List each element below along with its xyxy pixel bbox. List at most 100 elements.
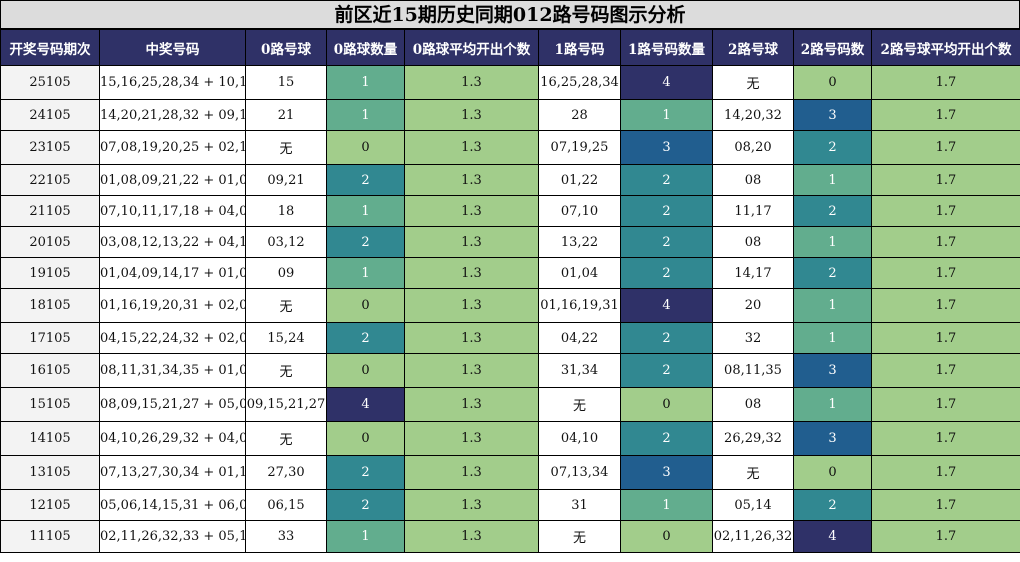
route0-count-cell: 2 (326, 489, 405, 521)
route1-balls-cell: 04,10 (538, 421, 621, 456)
route2-count-cell: 1 (793, 322, 872, 354)
route0-avg-cell: 1.3 (404, 455, 539, 490)
winning-numbers-cell: 01,16,19,20,31 + 02,07 (99, 288, 246, 323)
route0-count-cell: 0 (326, 353, 405, 388)
route2-count-cell: 2 (793, 130, 872, 165)
winning-numbers-cell: 08,11,31,34,35 + 01,02 (99, 353, 246, 388)
route1-balls-cell: 01,22 (538, 164, 621, 196)
route2-balls-cell: 08 (712, 387, 794, 422)
route2-count-cell: 2 (793, 489, 872, 521)
route1-count-cell: 0 (620, 520, 713, 553)
route0-balls-cell: 无 (245, 353, 327, 388)
route2-count-cell: 1 (793, 164, 872, 196)
route0-balls-cell: 27,30 (245, 455, 327, 490)
route2-count-cell: 3 (793, 99, 872, 131)
route1-balls-cell: 无 (538, 387, 621, 422)
route0-count-cell: 4 (326, 387, 405, 422)
route2-balls-cell: 14,17 (712, 257, 794, 289)
period-cell: 17105 (0, 322, 100, 354)
route0-avg-cell: 1.3 (404, 489, 539, 521)
header-period: 开奖号码期次 (0, 29, 100, 66)
route0-balls-cell: 09,15,21,27 (245, 387, 327, 422)
route1-balls-cell: 04,22 (538, 322, 621, 354)
route1-count-cell: 2 (620, 195, 713, 227)
table-row: 23105 07,08,19,20,25 + 02,11 无 0 1.3 07,19,25… (0, 130, 1020, 165)
period-cell: 13105 (0, 455, 100, 490)
winning-numbers-cell: 04,15,22,24,32 + 02,09 (99, 322, 246, 354)
table-body: 25105 15,16,25,28,34 + 10,12 15 1 1.3 16,25,2… (0, 65, 1020, 553)
route1-count-cell: 1 (620, 99, 713, 131)
route1-count-cell: 2 (620, 257, 713, 289)
route2-avg-cell: 1.7 (871, 353, 1020, 388)
route1-count-cell: 4 (620, 65, 713, 100)
table-row: 21105 07,10,11,17,18 + 04,09 18 1 1.3 07,10 2 1… (0, 195, 1020, 227)
route0-avg-cell: 1.3 (404, 164, 539, 196)
route0-count-cell: 2 (326, 322, 405, 354)
table-row: 12105 05,06,14,15,31 + 06,08 06,15 2 1.3 31 1 0… (0, 489, 1020, 521)
route0-balls-cell: 18 (245, 195, 327, 227)
route2-count-cell: 3 (793, 421, 872, 456)
route0-count-cell: 2 (326, 164, 405, 196)
route2-avg-cell: 1.7 (871, 164, 1020, 196)
winning-numbers-cell: 07,10,11,17,18 + 04,09 (99, 195, 246, 227)
route1-count-cell: 2 (620, 226, 713, 258)
route0-avg-cell: 1.3 (404, 99, 539, 131)
route0-avg-cell: 1.3 (404, 520, 539, 553)
header-winning-numbers: 中奖号码 (99, 29, 246, 66)
route0-avg-cell: 1.3 (404, 257, 539, 289)
route1-count-cell: 2 (620, 164, 713, 196)
route2-avg-cell: 1.7 (871, 387, 1020, 422)
route2-balls-cell: 08,11,35 (712, 353, 794, 388)
route0-count-cell: 1 (326, 520, 405, 553)
route2-avg-cell: 1.7 (871, 288, 1020, 323)
winning-numbers-cell: 15,16,25,28,34 + 10,12 (99, 65, 246, 100)
route2-avg-cell: 1.7 (871, 322, 1020, 354)
route2-balls-cell: 05,14 (712, 489, 794, 521)
route2-balls-cell: 14,20,32 (712, 99, 794, 131)
route0-count-cell: 2 (326, 455, 405, 490)
route0-count-cell: 1 (326, 65, 405, 100)
route0-balls-cell: 无 (245, 421, 327, 456)
route1-count-cell: 1 (620, 489, 713, 521)
table-row: 20105 03,08,12,13,22 + 04,12 03,12 2 1.3 13,2… (0, 226, 1020, 258)
route1-count-cell: 3 (620, 455, 713, 490)
winning-numbers-cell: 08,09,15,21,27 + 05,09 (99, 387, 246, 422)
table-row: 11105 02,11,26,32,33 + 05,12 33 1 1.3 无 0 02,11… (0, 520, 1020, 553)
table-row: 15105 08,09,15,21,27 + 05,09 09,15,21,27 4 1… (0, 387, 1020, 422)
period-cell: 18105 (0, 288, 100, 323)
period-cell: 14105 (0, 421, 100, 456)
route2-avg-cell: 1.7 (871, 421, 1020, 456)
route2-count-cell: 2 (793, 195, 872, 227)
route0-balls-cell: 15 (245, 65, 327, 100)
winning-numbers-cell: 07,13,27,30,34 + 01,12 (99, 455, 246, 490)
header-route0-count: 0路球数量 (326, 29, 405, 66)
winning-numbers-cell: 01,04,09,14,17 + 01,06 (99, 257, 246, 289)
table-row: 16105 08,11,31,34,35 + 01,02 无 0 1.3 31,34 2 08… (0, 353, 1020, 388)
route0-count-cell: 0 (326, 130, 405, 165)
route2-count-cell: 0 (793, 455, 872, 490)
route1-balls-cell: 07,13,34 (538, 455, 621, 490)
route0-avg-cell: 1.3 (404, 288, 539, 323)
route2-balls-cell: 20 (712, 288, 794, 323)
route0-avg-cell: 1.3 (404, 130, 539, 165)
table-row: 17105 04,15,22,24,32 + 02,09 15,24 2 1.3 04,2… (0, 322, 1020, 354)
header-row: 开奖号码期次 中奖号码 0路号球 0路球数量 0路球平均开出个数 1路号码 1路… (0, 29, 1020, 66)
winning-numbers-cell: 04,10,26,29,32 + 04,08 (99, 421, 246, 456)
route2-balls-cell: 08 (712, 164, 794, 196)
route0-count-cell: 2 (326, 226, 405, 258)
route1-balls-cell: 31,34 (538, 353, 621, 388)
route-analysis-table: 开奖号码期次 中奖号码 0路号球 0路球数量 0路球平均开出个数 1路号码 1路… (0, 29, 1020, 553)
route2-count-cell: 3 (793, 353, 872, 388)
period-cell: 12105 (0, 489, 100, 521)
table-row: 18105 01,16,19,20,31 + 02,07 无 0 1.3 01,16,19… (0, 288, 1020, 323)
route1-count-cell: 2 (620, 322, 713, 354)
winning-numbers-cell: 02,11,26,32,33 + 05,12 (99, 520, 246, 553)
period-cell: 15105 (0, 387, 100, 422)
route0-count-cell: 1 (326, 195, 405, 227)
route2-avg-cell: 1.7 (871, 99, 1020, 131)
route1-balls-cell: 16,25,28,34 (538, 65, 621, 100)
period-cell: 19105 (0, 257, 100, 289)
route0-count-cell: 0 (326, 288, 405, 323)
route2-avg-cell: 1.7 (871, 65, 1020, 100)
route2-count-cell: 4 (793, 520, 872, 553)
